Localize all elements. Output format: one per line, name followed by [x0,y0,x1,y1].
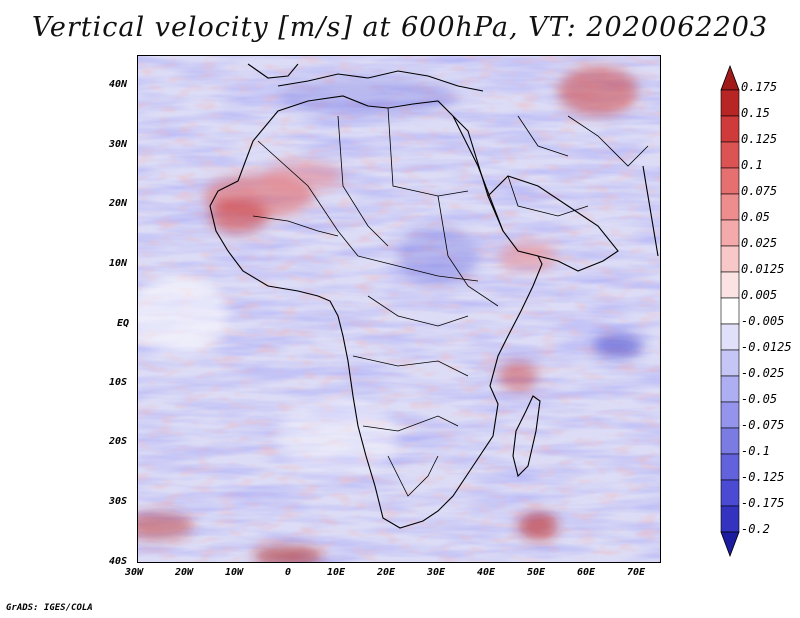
colorbar-label: -0.005 [741,314,785,328]
lat-label: 20N [109,198,128,209]
lat-label: 40S [109,556,128,567]
colorbar-label: -0.175 [741,496,785,510]
colorbar-segment [720,427,740,455]
lat-label: EQ [117,318,130,329]
colorbar-segment [720,349,740,377]
lon-label: 50E [527,567,546,578]
lon-label: 20E [377,567,396,578]
lon-label: 20W [175,567,194,578]
arabia-coastline [487,175,619,272]
colorbar-label: -0.0125 [741,340,792,354]
colorbar-label: -0.025 [741,366,785,380]
colorbar-label: 0.125 [741,132,778,146]
colorbar-segment [720,297,740,325]
colorbar-label: -0.2 [741,522,770,536]
colorbar-segment [720,219,740,247]
colorbar-segment [720,115,740,143]
lon-label: 10E [327,567,346,578]
country-borders [252,107,649,497]
velocity-field-map [138,56,660,562]
colorbar-label: -0.05 [741,392,778,406]
lon-label: 10W [225,567,244,578]
colorbar-top-arrow [720,64,740,91]
colorbar-label: 0.05 [741,210,770,224]
colorbar-label: 0.175 [741,80,778,94]
colorbar-segment [720,89,740,117]
colorbar-label: 0.1 [741,158,763,172]
colorbar [720,64,740,558]
colorbar-segment [720,401,740,429]
colorbar-segment [720,375,740,403]
lon-label: 0 [285,567,292,578]
colorbar-segment [720,323,740,351]
lon-label: 30W [125,567,144,578]
lon-label: 60E [577,567,596,578]
iberia-coast [247,63,299,79]
lon-label: 40E [477,567,496,578]
coastlines [209,63,659,529]
colorbar-bottom-arrow [720,531,740,558]
lat-label: 30S [109,496,128,507]
colorbar-label: 0.0125 [741,262,785,276]
colorbar-segment [720,141,740,169]
lon-label: 30E [427,567,446,578]
colorbar-segment [720,271,740,299]
red-sea-coast [452,115,504,232]
colorbar-segment [720,167,740,195]
colorbar-label: 0.15 [741,106,770,120]
india-coast [642,165,659,257]
colorbar-label: 0.005 [741,288,778,302]
lat-label: 10N [109,258,128,269]
africa-coastline [209,95,543,529]
madagascar-coastline [512,395,541,478]
colorbar-segment [720,479,740,507]
lat-label: 40N [109,79,128,90]
credit-text: GrADS: IGES/COLA [6,603,93,613]
lat-label: 10S [109,377,128,388]
colorbar-segment [720,453,740,481]
lat-label: 30N [109,139,128,150]
mediterranean-north-coast [277,70,484,92]
colorbar-segment [720,245,740,273]
colorbar-label: 0.025 [741,236,778,250]
map-title: Vertical velocity [m/s] at 600hPa, VT: 2… [31,12,769,43]
map-plot-area [137,55,661,563]
colorbar-label: -0.075 [741,418,785,432]
lat-label: 20S [109,436,128,447]
colorbar-segment [720,193,740,221]
colorbar-label: -0.1 [741,444,770,458]
colorbar-segment [720,505,740,533]
lon-label: 70E [627,567,646,578]
colorbar-label: -0.125 [741,470,785,484]
colorbar-label: 0.075 [741,184,778,198]
